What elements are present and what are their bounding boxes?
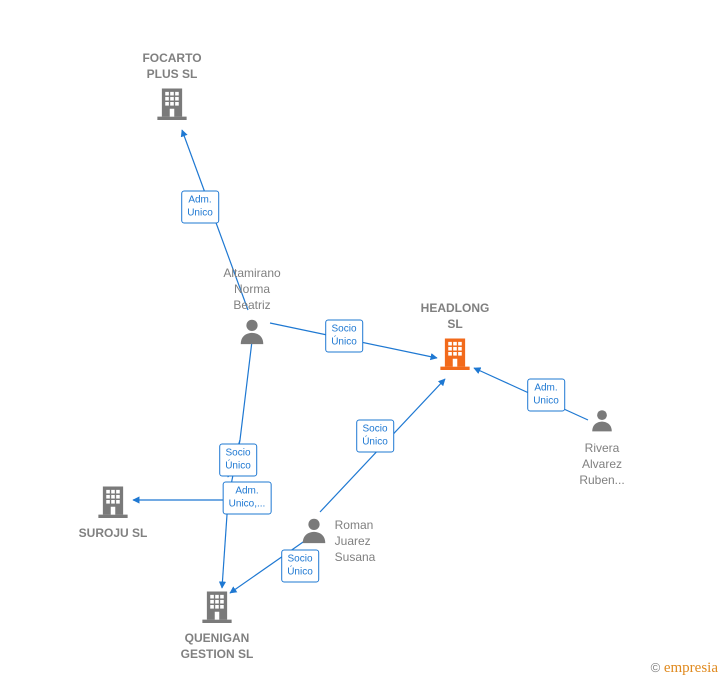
node-label: SUROJU SL xyxy=(58,525,168,541)
node-suroju[interactable]: SUROJU SL xyxy=(58,482,168,541)
node-label: FOCARTO PLUS SL xyxy=(117,50,227,82)
node-label: Altamirano Norma Beatriz xyxy=(197,265,307,314)
person-icon xyxy=(299,515,329,545)
node-quenigan[interactable]: QUENIGAN GESTION SL xyxy=(162,587,272,662)
building-icon xyxy=(437,334,473,370)
node-label: HEADLONG SL xyxy=(400,300,510,332)
network-diagram: FOCARTO PLUS SL HEADLONG SL xyxy=(0,0,728,685)
copyright: © empresia xyxy=(651,660,718,677)
node-label: Rivera Alvarez Ruben... xyxy=(547,440,657,489)
edges-layer xyxy=(0,0,728,685)
person-icon xyxy=(589,407,615,433)
edge-label: Adm. Unico,... xyxy=(223,482,272,515)
node-headlong[interactable]: HEADLONG SL xyxy=(400,300,510,375)
node-rivera[interactable]: Rivera Alvarez Ruben... xyxy=(547,407,657,489)
edge-label: Adm. Unico xyxy=(527,379,565,412)
copyright-brand: empresia xyxy=(664,660,718,676)
edge-label: Adm. Unico xyxy=(181,191,219,224)
edge-label: Socio Único xyxy=(325,320,363,353)
node-focarto[interactable]: FOCARTO PLUS SL xyxy=(117,50,227,125)
edge-label: Socio Único xyxy=(219,444,257,477)
node-label: Roman Juarez Susana xyxy=(335,517,376,566)
edge-label: Socio Único xyxy=(281,550,319,583)
person-icon xyxy=(237,316,267,346)
node-altamirano[interactable]: Altamirano Norma Beatriz xyxy=(197,265,307,351)
building-icon xyxy=(199,587,235,623)
building-icon xyxy=(95,482,131,518)
node-label: QUENIGAN GESTION SL xyxy=(162,630,272,662)
copyright-symbol: © xyxy=(651,660,661,675)
edge-label: Socio Único xyxy=(356,420,394,453)
building-icon xyxy=(154,84,190,120)
